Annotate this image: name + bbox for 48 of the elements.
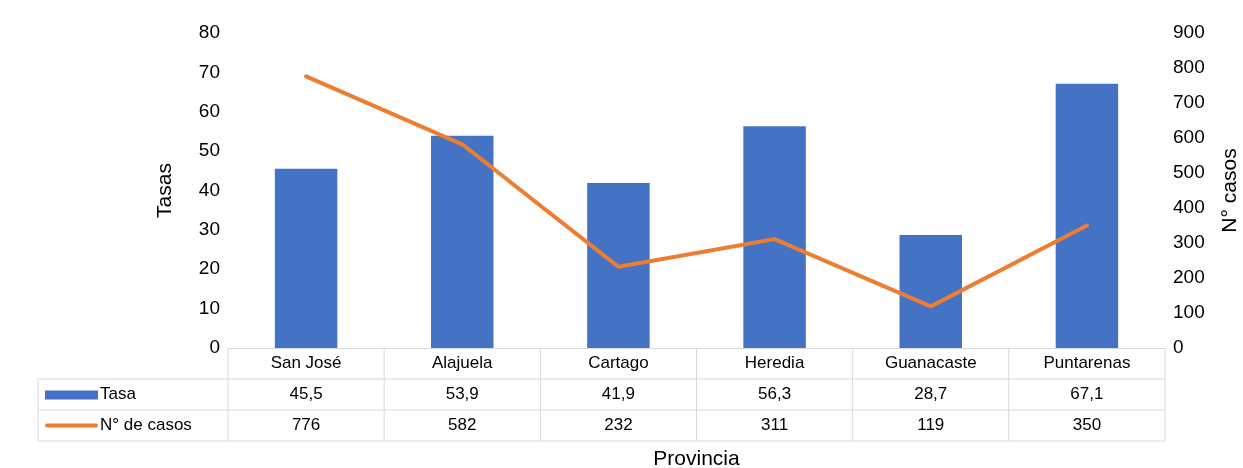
- data-label: 28,7: [914, 384, 948, 404]
- y2-tick-label: 500: [1173, 161, 1205, 183]
- y-tick-label: 10: [198, 296, 220, 318]
- y2-tick-label: 800: [1173, 56, 1205, 78]
- bar: [1055, 83, 1119, 348]
- legend-label: Tasa: [100, 384, 137, 404]
- y-tick-label: 0: [209, 336, 220, 358]
- bar: [899, 234, 962, 348]
- y2-tick-label: 300: [1173, 231, 1205, 253]
- x-tick-label: Puntarenas: [1043, 353, 1131, 373]
- bar: [587, 183, 650, 348]
- y-tick-label: 40: [198, 178, 220, 200]
- data-label: 582: [448, 415, 477, 435]
- y-tick-label: 70: [198, 60, 220, 82]
- y2-tick-label: 900: [1173, 21, 1205, 43]
- y2-axis-title: N° casos: [1216, 148, 1240, 233]
- y2-tick-label: 400: [1173, 196, 1205, 218]
- data-label: 41,9: [601, 384, 635, 404]
- data-label: 53,9: [445, 384, 479, 404]
- legend-label: N° de casos: [100, 415, 192, 435]
- y2-tick-label: 600: [1173, 126, 1205, 148]
- x-tick-label: Cartago: [588, 353, 649, 373]
- y-tick-label: 50: [198, 139, 220, 161]
- data-label: 45,5: [289, 384, 323, 404]
- x-tick-label: Heredia: [744, 353, 805, 373]
- y2-tick-label: 700: [1173, 91, 1205, 113]
- data-label: 119: [917, 415, 945, 435]
- data-label: 56,3: [758, 384, 792, 404]
- y-tick-label: 20: [198, 257, 220, 279]
- y-tick-label: 30: [198, 218, 220, 240]
- bar: [743, 126, 806, 348]
- bar: [431, 135, 494, 348]
- x-tick-label: San José: [270, 353, 342, 373]
- data-label: 232: [604, 415, 633, 435]
- data-label: 67,1: [1070, 384, 1104, 404]
- y2-tick-label: 0: [1173, 336, 1184, 358]
- y-tick-label: 60: [198, 99, 220, 121]
- y2-tick-label: 100: [1173, 301, 1205, 323]
- x-tick-label: Guanacaste: [884, 353, 977, 373]
- x-tick-label: Alajuela: [432, 353, 494, 373]
- data-label: 311: [761, 415, 789, 435]
- x-axis-title: Provincia: [653, 445, 740, 468]
- y-tick-label: 80: [198, 21, 220, 43]
- bar: [274, 168, 338, 348]
- y2-tick-label: 200: [1173, 266, 1205, 288]
- y-axis-title: Tasas: [151, 163, 175, 218]
- data-label: 350: [1072, 415, 1102, 435]
- data-label: 776: [291, 415, 321, 435]
